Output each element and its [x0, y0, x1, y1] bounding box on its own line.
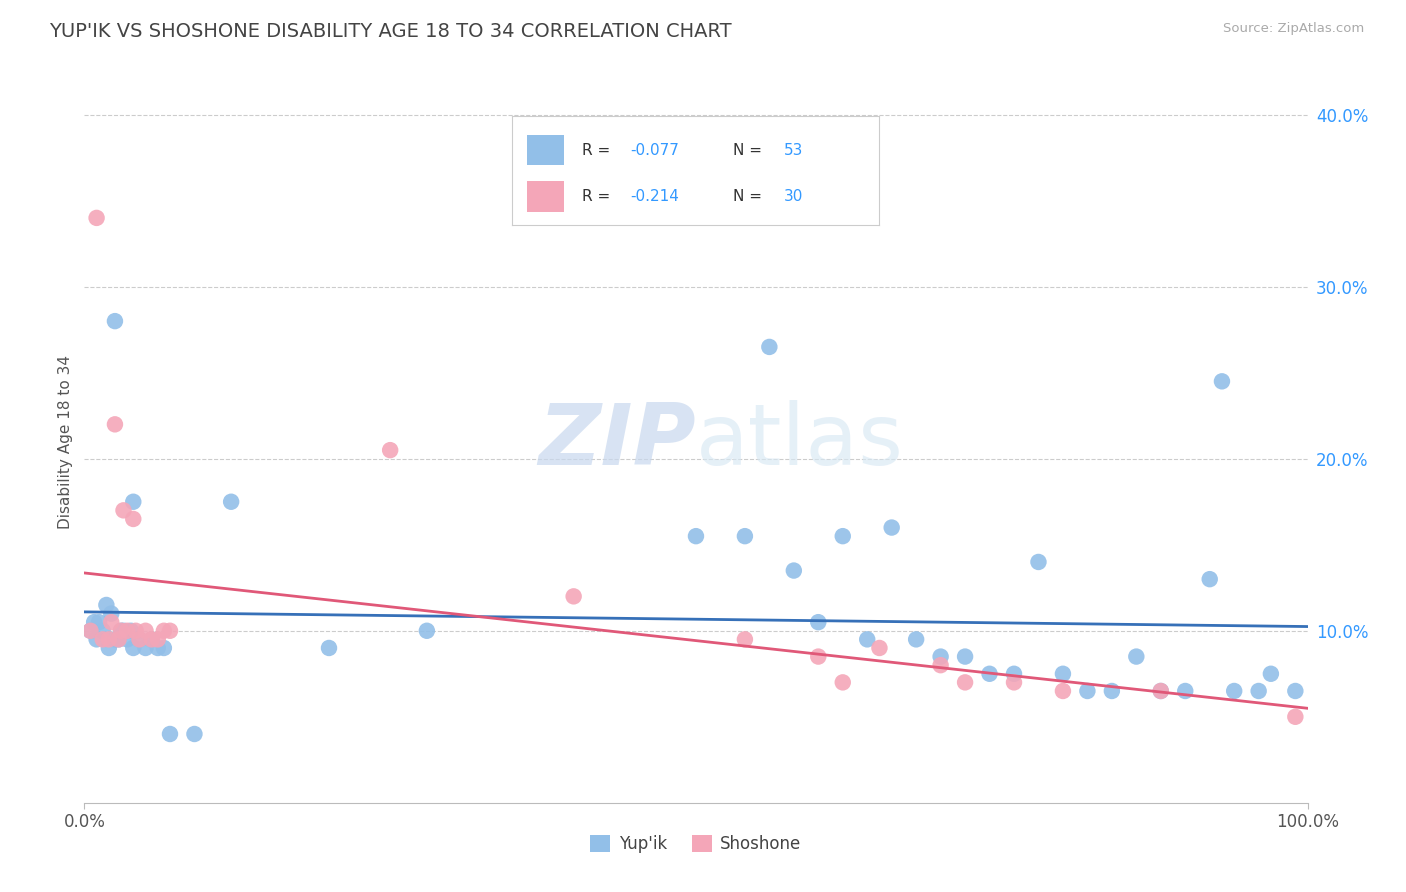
Point [380, 443, 402, 458]
Point [115, 632, 138, 647]
Point [1260, 666, 1282, 681]
Point [146, 640, 169, 655]
Point [856, 632, 879, 647]
Point [1198, 572, 1220, 586]
Point [79, 624, 101, 638]
Point [153, 640, 176, 655]
Point [125, 624, 148, 638]
Point [807, 615, 830, 630]
Point [97, 640, 120, 655]
Point [107, 632, 129, 647]
Point [91, 632, 114, 647]
Point [112, 624, 135, 638]
Point [159, 727, 181, 741]
Legend: Yup'ik, Shoshone: Yup'ik, Shoshone [583, 828, 808, 860]
Point [831, 675, 853, 690]
Point [97, 632, 120, 647]
Point [122, 494, 145, 508]
Point [783, 564, 806, 578]
Point [1284, 710, 1306, 724]
Point [979, 666, 1001, 681]
Point [953, 675, 976, 690]
Point [183, 727, 205, 741]
Point [1028, 555, 1050, 569]
Point [79, 624, 101, 638]
Text: atlas: atlas [696, 400, 904, 483]
Point [318, 640, 340, 655]
Point [96, 598, 118, 612]
Point [880, 520, 903, 534]
Point [83, 615, 105, 630]
Point [153, 624, 176, 638]
Y-axis label: Disability Age 18 to 34: Disability Age 18 to 34 [58, 354, 73, 529]
Point [135, 640, 157, 655]
Point [122, 640, 145, 655]
Point [120, 624, 142, 638]
Point [1211, 375, 1233, 389]
Point [86, 632, 108, 647]
Point [1150, 684, 1173, 698]
Point [159, 624, 181, 638]
Point [562, 590, 585, 604]
Point [1101, 684, 1123, 698]
Point [104, 632, 127, 647]
Point [416, 624, 439, 638]
Point [219, 494, 242, 508]
Point [91, 624, 114, 638]
Point [122, 512, 145, 526]
Point [141, 632, 163, 647]
Point [734, 529, 756, 543]
Point [146, 632, 169, 647]
Point [1002, 666, 1025, 681]
Point [929, 649, 952, 664]
Point [115, 624, 138, 638]
Text: Source: ZipAtlas.com: Source: ZipAtlas.com [1223, 22, 1364, 36]
Point [1002, 675, 1025, 690]
Point [1150, 684, 1173, 698]
Point [758, 340, 780, 354]
Point [87, 615, 110, 630]
Point [685, 529, 707, 543]
Point [104, 314, 127, 328]
Point [953, 649, 976, 664]
Point [734, 632, 756, 647]
Point [110, 624, 132, 638]
Point [112, 503, 135, 517]
Point [128, 632, 150, 647]
Point [1223, 684, 1246, 698]
Point [100, 607, 122, 621]
Point [1076, 684, 1098, 698]
Point [905, 632, 928, 647]
Point [1052, 666, 1074, 681]
Point [104, 417, 127, 432]
Point [1125, 649, 1147, 664]
Point [1174, 684, 1197, 698]
Point [141, 632, 163, 647]
Point [831, 529, 853, 543]
Point [86, 211, 108, 225]
Point [100, 615, 122, 630]
Point [1284, 684, 1306, 698]
Point [929, 658, 952, 673]
Point [807, 649, 830, 664]
Point [107, 632, 129, 647]
Text: ZIP: ZIP [538, 400, 696, 483]
Point [128, 632, 150, 647]
Point [135, 624, 157, 638]
Point [110, 624, 132, 638]
Point [869, 640, 891, 655]
Point [1247, 684, 1270, 698]
Point [1052, 684, 1074, 698]
Text: YUP'IK VS SHOSHONE DISABILITY AGE 18 TO 34 CORRELATION CHART: YUP'IK VS SHOSHONE DISABILITY AGE 18 TO … [49, 22, 733, 41]
